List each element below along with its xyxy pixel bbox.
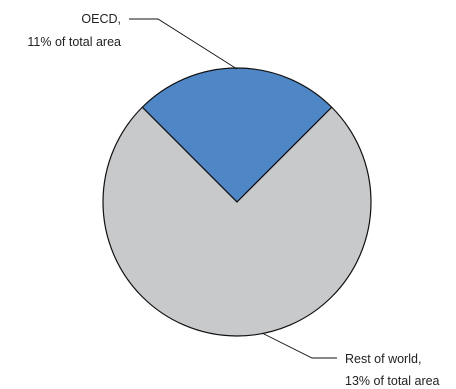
rest-of-world-label-line1: Rest of world, — [345, 352, 421, 366]
oecd-slice — [141, 67, 333, 203]
rest-of-world-leader-line — [261, 332, 337, 359]
pie-slices — [102, 67, 372, 337]
rest-of-world-slice — [102, 106, 372, 337]
oecd-label-line1: OECD, — [81, 12, 121, 26]
rest-of-world-label-line2: 13% of total area — [345, 374, 440, 388]
oecd-leader-line — [129, 18, 238, 70]
oecd-label-line2: 11% of total area — [27, 35, 121, 49]
